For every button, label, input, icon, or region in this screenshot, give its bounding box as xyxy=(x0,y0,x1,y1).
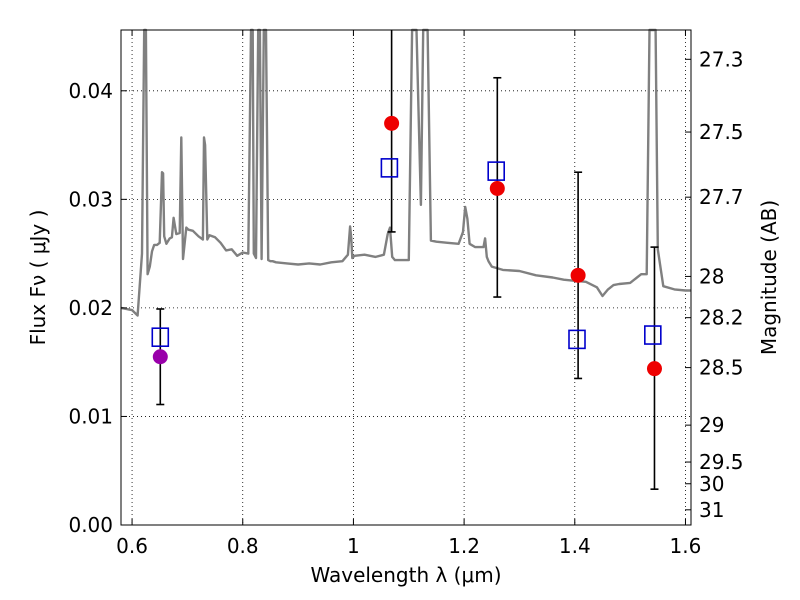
mag-tick-label: 30 xyxy=(699,472,724,496)
y-tick-label: 0.03 xyxy=(68,187,113,211)
mag-tick-label: 29 xyxy=(699,413,724,437)
mag-tick-label: 31 xyxy=(699,498,724,522)
plot-frame xyxy=(120,29,692,526)
x-tick-label: 1 xyxy=(347,534,360,558)
x-tick-label: 1.6 xyxy=(670,534,702,558)
model-point xyxy=(487,161,506,181)
mag-tick-label: 29.5 xyxy=(699,450,744,474)
axis-ticks: 0.6 0.8 1 1.2 1.4 1.6 0.00 0.01 0.02 0.03 0.04 27.3… xyxy=(68,30,744,558)
model-point xyxy=(644,325,662,345)
x-tick-label: 1.4 xyxy=(559,534,591,558)
y-tick-label: 0.02 xyxy=(68,296,113,320)
mag-tick-label: 28 xyxy=(699,264,724,288)
y-tick-label: 0.00 xyxy=(68,513,113,537)
y-tick-label: 0.01 xyxy=(68,404,113,428)
x-tick-label: 0.8 xyxy=(227,534,259,558)
observed-point xyxy=(646,361,662,377)
mag-tick-label: 28.2 xyxy=(699,306,744,330)
marker-layer xyxy=(151,115,662,377)
mag-tick-label: 28.5 xyxy=(699,356,744,380)
observed-point xyxy=(384,115,400,131)
model-point xyxy=(380,158,399,178)
right-axis-label: Magnitude (AB) xyxy=(757,200,781,355)
x-tick-label: 1.2 xyxy=(448,534,480,558)
y-axis-label: Flux Fν ( μJy ) xyxy=(26,210,50,346)
x-tick-label: 0.6 xyxy=(116,534,148,558)
grid-lines xyxy=(121,30,691,525)
observed-point xyxy=(152,349,168,365)
observed-point xyxy=(570,267,586,283)
spectrum-line xyxy=(120,28,691,317)
mag-tick-label: 27.3 xyxy=(699,47,744,71)
mag-tick-label: 27.7 xyxy=(699,185,744,209)
y-tick-label: 0.04 xyxy=(68,79,113,103)
observed-point xyxy=(489,180,505,196)
model-point xyxy=(568,329,586,350)
mag-tick-label: 27.5 xyxy=(699,120,744,144)
spectrum-layer xyxy=(120,28,691,317)
x-axis-label: Wavelength λ (μm) xyxy=(310,563,501,587)
model-point xyxy=(151,327,170,348)
